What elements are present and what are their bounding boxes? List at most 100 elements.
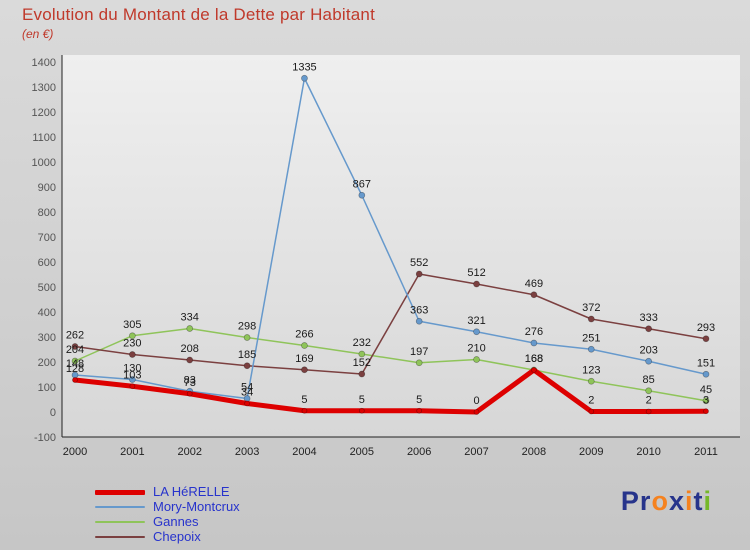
chart-point: [186, 325, 194, 332]
value-label: 34: [241, 387, 253, 399]
legend-item: LA HéRELLE: [95, 485, 240, 499]
chart-point: [301, 342, 308, 349]
legend-item: Mory-Montcrux: [95, 500, 240, 514]
plot-area: [62, 55, 740, 437]
value-label: 185: [238, 349, 256, 361]
value-label: 266: [295, 329, 313, 341]
value-label: 321: [467, 315, 485, 327]
logo-letter: i: [703, 486, 712, 516]
series-line-chepoix: [74, 273, 707, 375]
x-tick-label: 2002: [177, 446, 201, 458]
chart-point: [301, 74, 308, 82]
value-label: 552: [410, 257, 428, 269]
value-label: 333: [639, 312, 657, 324]
chart-point: [415, 317, 423, 325]
chart-point: [416, 407, 423, 414]
chart-point: [129, 376, 136, 383]
y-tick-label: 700: [38, 232, 56, 244]
chart-point: [473, 328, 480, 336]
legend-label: Chepoix: [153, 529, 201, 544]
value-label: 169: [295, 353, 313, 365]
value-label: 197: [410, 346, 428, 358]
logo-letter: x: [668, 486, 685, 516]
chart-point: [301, 407, 308, 414]
y-tick-label: 600: [38, 257, 56, 269]
page-title: Evolution du Montant de la Dette par Hab…: [22, 5, 375, 24]
value-label: 210: [467, 343, 485, 355]
value-label: 0: [473, 395, 479, 407]
value-label: 2: [646, 395, 652, 407]
line-chart: -100 0 100 200 300 400 500 600 700 800 900 1000 1100…: [32, 55, 740, 458]
chart-point: [587, 377, 595, 385]
legend-swatch: [95, 536, 145, 538]
logo-letter: i: [684, 486, 694, 516]
value-label: 867: [353, 178, 371, 190]
chart-point: [358, 191, 366, 199]
chart-point: [473, 280, 480, 288]
legend-item: Gannes: [95, 515, 240, 529]
value-label: 1335: [292, 61, 316, 73]
value-label: 5: [416, 394, 422, 406]
x-tick-label: 2006: [407, 446, 431, 458]
y-tick-label: 1200: [32, 107, 56, 119]
legend-swatch: [95, 521, 145, 523]
chart-point: [71, 343, 79, 350]
value-label: 2: [588, 395, 594, 407]
value-label: 298: [238, 321, 256, 333]
chart-point: [358, 407, 365, 414]
logo-letter: t: [693, 486, 704, 516]
proxiti-logo: Proxiti: [621, 486, 712, 517]
chart-point: [186, 390, 193, 397]
chart-point: [530, 339, 538, 347]
chart-point: [415, 270, 423, 278]
x-tick-label: 2007: [464, 446, 488, 458]
y-tick-label: 500: [38, 282, 56, 294]
series-line-gannes: [74, 327, 707, 402]
legend-swatch: [95, 489, 145, 495]
y-tick-label: 900: [38, 182, 56, 194]
y-tick-label: 1300: [32, 82, 56, 94]
value-label: 232: [353, 337, 371, 349]
chart-point: [702, 397, 710, 405]
value-label: 334: [181, 312, 199, 324]
chart-point: [129, 332, 136, 340]
value-label: 204: [66, 344, 84, 356]
series-line-mory-montcrux: [74, 77, 707, 400]
chart-point: [129, 383, 136, 390]
x-tick-label: 2005: [350, 446, 374, 458]
chart-point: [645, 325, 652, 333]
y-tick-label: 1400: [32, 57, 56, 69]
value-label: 45: [700, 384, 712, 396]
value-label: 203: [639, 344, 657, 356]
legend-label: Mory-Montcrux: [153, 499, 240, 514]
x-tick-label: 2011: [694, 446, 718, 458]
chart-point: [587, 315, 595, 323]
value-label: 103: [123, 369, 141, 381]
chart-point: [72, 377, 78, 383]
value-label: 262: [66, 330, 84, 342]
chart-point: [531, 367, 537, 373]
chart-point: [358, 350, 366, 358]
y-tick-label: 400: [38, 307, 56, 319]
chart-point: [645, 357, 652, 365]
legend-label: Gannes: [153, 514, 199, 529]
y-tick-label: -100: [34, 432, 56, 444]
value-label: 168: [525, 353, 543, 365]
value-label: 151: [697, 357, 715, 369]
chart-point: [244, 400, 250, 407]
value-label: 276: [525, 326, 543, 338]
y-tick-label: 1100: [32, 132, 56, 144]
series-line-la-h-relle: [72, 367, 709, 415]
chart-point: [473, 356, 480, 363]
y-tick-label: 300: [38, 332, 56, 344]
chart-point: [702, 370, 710, 378]
value-label: 148: [66, 358, 84, 370]
page-subtitle: (en €): [22, 27, 54, 41]
value-label: 251: [582, 332, 600, 344]
logo-letter: o: [651, 486, 669, 516]
x-tick-label: 2000: [63, 446, 87, 458]
value-label: 230: [123, 338, 141, 350]
value-label: 512: [467, 267, 485, 279]
y-tick-label: 0: [50, 407, 56, 419]
